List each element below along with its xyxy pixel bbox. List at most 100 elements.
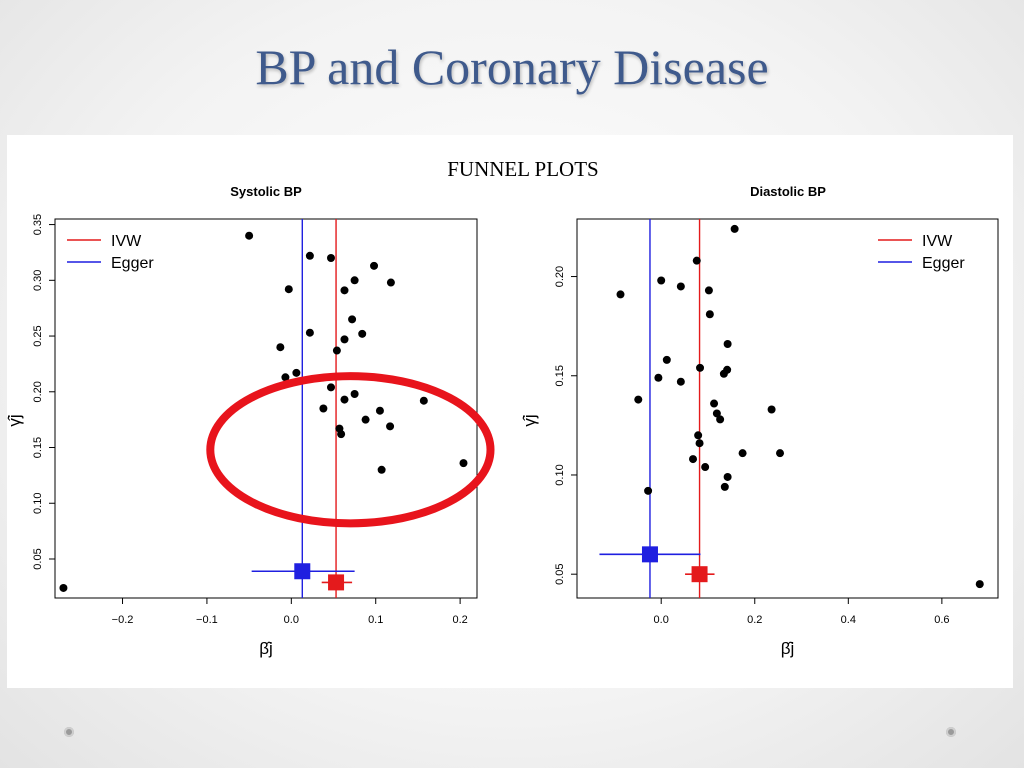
legend-label: Egger (111, 255, 154, 272)
chart-panel: FUNNEL PLOTS Systolic BP −0.2 −0.1 0.0 0.1 0.… (7, 135, 1013, 688)
data-point (676, 282, 685, 291)
data-point (723, 472, 732, 481)
data-point (654, 373, 663, 382)
data-point (694, 431, 703, 440)
y-tick-label: 0.10 (32, 493, 44, 514)
data-point (358, 329, 367, 338)
data-point (350, 390, 359, 399)
data-point (712, 409, 721, 418)
data-point (305, 251, 314, 260)
data-point (975, 580, 984, 589)
data-point (419, 396, 428, 405)
data-point (695, 439, 704, 448)
data-point (326, 254, 335, 263)
y-tick-label: 0.05 (32, 548, 44, 569)
data-point (350, 276, 359, 285)
data-point (332, 346, 341, 355)
data-point (705, 310, 714, 319)
data-point (292, 368, 301, 377)
data-point (59, 583, 68, 592)
chart-title: Systolic BP (230, 184, 302, 199)
x-tick-label: 0.2 (747, 614, 762, 626)
x-tick-label: 0.0 (654, 614, 669, 626)
y-tick-label: 0.20 (32, 381, 44, 402)
data-point (386, 422, 395, 431)
data-point (370, 261, 379, 270)
slide-title: BP and Coronary Disease (255, 39, 769, 95)
egger-estimate (294, 563, 311, 580)
data-point (657, 276, 666, 285)
data-point (245, 231, 254, 240)
data-point (689, 455, 698, 464)
data-point (276, 343, 285, 352)
data-point (644, 486, 653, 495)
slide-nav-dot-left[interactable] (64, 727, 74, 737)
data-point (719, 369, 728, 378)
data-point (662, 355, 671, 364)
x-axis-label: β̂j (259, 639, 273, 658)
ivw-estimate (691, 566, 708, 583)
data-point (738, 449, 747, 458)
x-tick-label: −0.2 (112, 614, 134, 626)
x-tick-label: −0.1 (196, 614, 218, 626)
funnel-plots-heading: FUNNEL PLOTS (447, 157, 598, 181)
data-point (284, 285, 293, 294)
data-point (696, 363, 705, 372)
plot-frame (576, 218, 999, 599)
data-point (340, 335, 349, 344)
data-point (723, 340, 732, 349)
data-point (281, 373, 290, 382)
plot-frame (54, 218, 478, 599)
data-point (386, 278, 395, 287)
data-point (701, 463, 710, 472)
y-tick-label: 0.10 (554, 464, 566, 485)
y-axis-label: γ̂j (520, 414, 539, 426)
y-tick-label: 0.35 (32, 214, 44, 235)
y-tick-label: 0.15 (554, 365, 566, 386)
chart-systolic: Systolic BP −0.2 −0.1 0.0 0.1 0.2 0.05 0.10 0.15… (7, 184, 495, 658)
data-point (377, 465, 386, 474)
slide-nav-dot-right[interactable] (946, 727, 956, 737)
data-point (634, 395, 643, 404)
x-tick-label: 0.4 (841, 614, 856, 626)
data-point (616, 290, 625, 299)
data-point (767, 405, 776, 414)
data-point (340, 286, 349, 295)
data-point (720, 482, 729, 491)
legend-label: IVW (922, 233, 953, 250)
y-tick-label: 0.05 (554, 563, 566, 584)
data-point (348, 315, 357, 324)
data-point (692, 256, 701, 265)
data-point (361, 415, 370, 424)
data-point (704, 286, 713, 295)
legend-label: IVW (111, 233, 142, 250)
x-tick-label: 0.1 (368, 614, 383, 626)
legend-label: Egger (922, 255, 965, 272)
ivw-estimate (328, 574, 345, 591)
data-point (319, 404, 328, 413)
y-tick-label: 0.20 (554, 266, 566, 287)
y-tick-label: 0.15 (32, 437, 44, 458)
x-tick-label: 0.0 (284, 614, 299, 626)
data-point (676, 377, 685, 386)
data-point (776, 449, 785, 458)
highlight-ellipse (206, 372, 495, 528)
y-tick-label: 0.25 (32, 325, 44, 346)
data-point (710, 399, 719, 408)
funnel-plots: FUNNEL PLOTS Systolic BP −0.2 −0.1 0.0 0.1 0.… (7, 157, 999, 658)
data-point (459, 459, 468, 468)
data-point (716, 415, 725, 424)
data-point (337, 430, 346, 439)
data-point (375, 406, 384, 415)
chart-diastolic: Diastolic BP 0.0 0.2 0.4 0.6 0.05 0.10 0.15 0.20… (520, 184, 999, 658)
egger-estimate (641, 546, 658, 563)
y-tick-label: 0.30 (32, 270, 44, 291)
x-axis-label: β̂j (781, 639, 795, 658)
data-point (340, 395, 349, 404)
chart-title: Diastolic BP (750, 184, 826, 199)
x-tick-label: 0.6 (934, 614, 949, 626)
y-axis-label: γ̂j (7, 414, 24, 426)
data-point (326, 383, 335, 392)
data-point (730, 224, 739, 233)
data-point (305, 328, 314, 337)
